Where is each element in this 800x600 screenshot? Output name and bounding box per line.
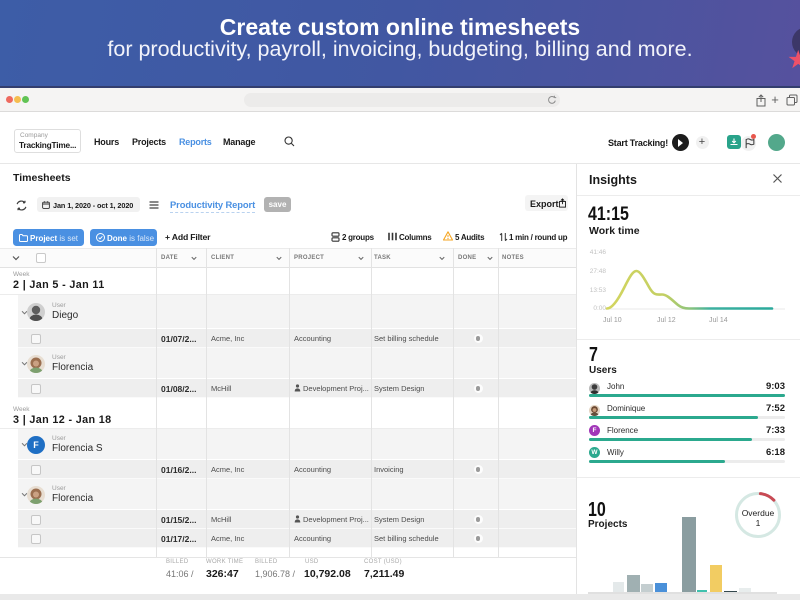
svg-text:1: 1 [756, 518, 761, 528]
svg-text:Overdue: Overdue [742, 508, 775, 518]
